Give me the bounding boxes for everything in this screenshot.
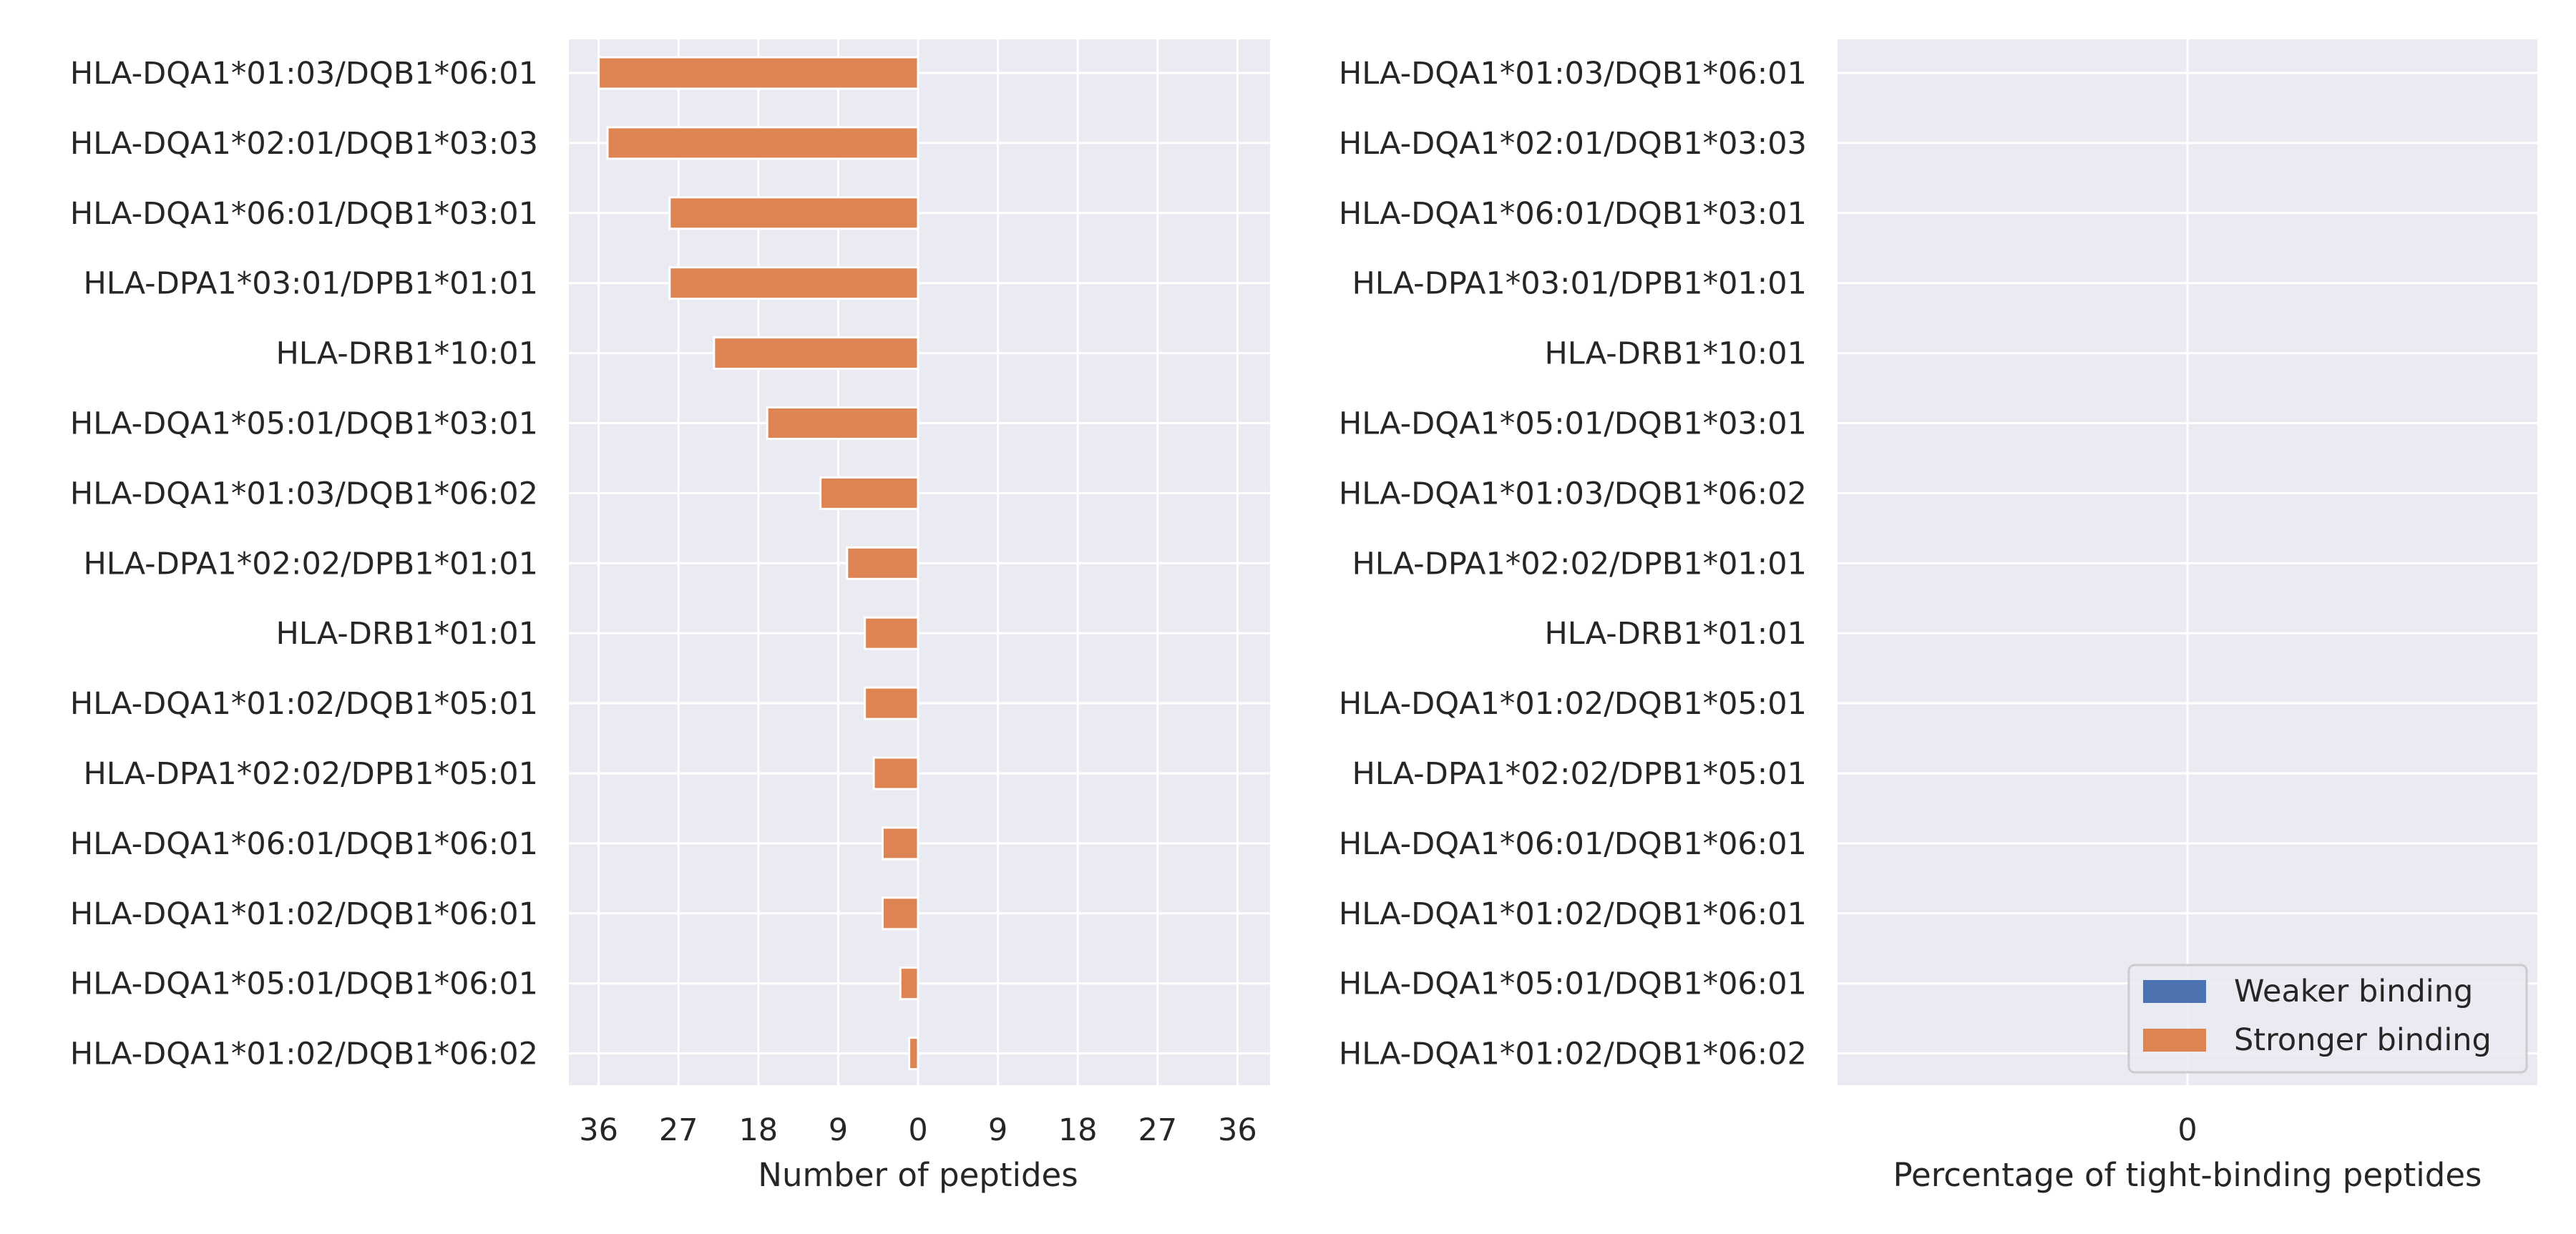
right-x-axis-label: Percentage of tight-binding peptides bbox=[1893, 1156, 2482, 1194]
left-x-tick-label: 18 bbox=[738, 1112, 778, 1148]
left-x-tick-label: 0 bbox=[908, 1112, 927, 1148]
left-category-label: HLA-DQA1*01:03/DQB1*06:02 bbox=[70, 476, 538, 511]
left-category-label: HLA-DQA1*06:01/DQB1*03:01 bbox=[70, 196, 538, 232]
right-category-label: HLA-DRB1*01:01 bbox=[1544, 616, 1807, 652]
left-x-tick-label: 9 bbox=[829, 1112, 848, 1148]
right-category-label: HLA-DQA1*06:01/DQB1*03:01 bbox=[1339, 196, 1807, 232]
left-x-axis-label: Number of peptides bbox=[758, 1156, 1078, 1194]
left-category-label: HLA-DRB1*10:01 bbox=[275, 336, 538, 372]
right-category-label: HLA-DQA1*05:01/DQB1*03:01 bbox=[1339, 406, 1807, 442]
right-category-label: HLA-DQA1*01:02/DQB1*06:01 bbox=[1339, 896, 1807, 932]
left-bar-stronger bbox=[881, 896, 919, 931]
legend: Weaker binding Stronger binding bbox=[2127, 964, 2528, 1074]
legend-box bbox=[2127, 964, 2528, 1074]
left-chart-panel: HLA-DQA1*01:03/DQB1*06:01 HLA-DQA1*02:01/… bbox=[70, 39, 1270, 1194]
left-bar-stronger bbox=[846, 546, 919, 580]
right-category-label: HLA-DPA1*02:02/DPB1*05:01 bbox=[1352, 756, 1807, 792]
left-category-label: HLA-DPA1*02:02/DPB1*05:01 bbox=[83, 756, 538, 792]
left-bar-stronger bbox=[864, 616, 919, 650]
left-category-label: HLA-DQA1*06:01/DQB1*06:01 bbox=[70, 826, 538, 862]
left-horizontal-gridlines bbox=[569, 72, 1270, 1055]
left-category-labels: HLA-DQA1*01:03/DQB1*06:01 HLA-DQA1*02:01/… bbox=[70, 56, 538, 1072]
right-category-label: HLA-DRB1*10:01 bbox=[1544, 336, 1807, 372]
legend-swatch-weaker bbox=[2143, 980, 2206, 1003]
left-bars bbox=[597, 56, 919, 1071]
right-category-label: HLA-DQA1*05:01/DQB1*06:01 bbox=[1339, 966, 1807, 1002]
left-category-label: HLA-DPA1*03:01/DPB1*01:01 bbox=[83, 266, 538, 302]
left-x-tick-label: 36 bbox=[579, 1112, 618, 1148]
left-x-tick-label: 27 bbox=[659, 1112, 698, 1148]
left-category-label: HLA-DQA1*01:02/DQB1*06:02 bbox=[70, 1037, 538, 1072]
left-category-label: HLA-DQA1*05:01/DQB1*06:01 bbox=[70, 966, 538, 1002]
right-category-label: HLA-DQA1*02:01/DQB1*03:03 bbox=[1339, 126, 1807, 162]
right-x-tick-label: 0 bbox=[2177, 1112, 2197, 1148]
right-category-label: HLA-DQA1*01:02/DQB1*05:01 bbox=[1339, 686, 1807, 722]
left-bar-stronger bbox=[908, 1037, 919, 1071]
left-bar-stronger bbox=[668, 196, 919, 230]
right-category-label: HLA-DQA1*01:03/DQB1*06:02 bbox=[1339, 476, 1807, 511]
right-category-label: HLA-DQA1*06:01/DQB1*06:01 bbox=[1339, 826, 1807, 862]
right-x-tick-labels: 0 bbox=[2177, 1112, 2197, 1148]
left-x-tick-label: 27 bbox=[1138, 1112, 1177, 1148]
left-bar-stronger bbox=[864, 686, 919, 720]
right-chart-panel: HLA-DQA1*01:03/DQB1*06:01 HLA-DQA1*02:01/… bbox=[1339, 39, 2537, 1194]
left-x-tick-label: 36 bbox=[1218, 1112, 1257, 1148]
left-bar-stronger bbox=[881, 826, 919, 861]
left-bar-stronger bbox=[597, 56, 919, 90]
left-category-label: HLA-DQA1*01:02/DQB1*05:01 bbox=[70, 686, 538, 722]
left-x-tick-label: 9 bbox=[988, 1112, 1008, 1148]
left-bar-stronger bbox=[819, 476, 919, 510]
left-bar-stronger bbox=[713, 336, 919, 371]
left-bar-stronger bbox=[872, 756, 919, 790]
left-category-label: HLA-DQA1*05:01/DQB1*03:01 bbox=[70, 406, 538, 442]
left-bar-stronger bbox=[668, 266, 919, 300]
left-category-label: HLA-DRB1*01:01 bbox=[275, 616, 538, 652]
left-x-tick-labels: 36 27 18 9 0 9 18 27 36 bbox=[579, 1112, 1257, 1148]
left-bar-stronger bbox=[899, 966, 919, 1001]
legend-label-weaker: Weaker binding bbox=[2234, 974, 2473, 1009]
right-category-label: HLA-DPA1*02:02/DPB1*01:01 bbox=[1352, 546, 1807, 582]
left-bar-stronger bbox=[606, 126, 919, 160]
left-category-label: HLA-DPA1*02:02/DPB1*01:01 bbox=[83, 546, 538, 582]
legend-swatch-stronger bbox=[2143, 1029, 2206, 1052]
left-category-label: HLA-DQA1*01:03/DQB1*06:01 bbox=[70, 56, 538, 92]
left-category-label: HLA-DQA1*01:02/DQB1*06:01 bbox=[70, 896, 538, 932]
right-category-label: HLA-DQA1*01:02/DQB1*06:02 bbox=[1339, 1037, 1807, 1072]
right-category-labels: HLA-DQA1*01:03/DQB1*06:01 HLA-DQA1*02:01/… bbox=[1339, 56, 1807, 1072]
right-category-label: HLA-DPA1*03:01/DPB1*01:01 bbox=[1352, 266, 1807, 302]
right-category-label: HLA-DQA1*01:03/DQB1*06:01 bbox=[1339, 56, 1807, 92]
left-bar-stronger bbox=[766, 406, 919, 440]
left-category-label: HLA-DQA1*02:01/DQB1*03:03 bbox=[70, 126, 538, 162]
left-x-tick-label: 18 bbox=[1058, 1112, 1098, 1148]
legend-label-stronger: Stronger binding bbox=[2234, 1022, 2492, 1058]
